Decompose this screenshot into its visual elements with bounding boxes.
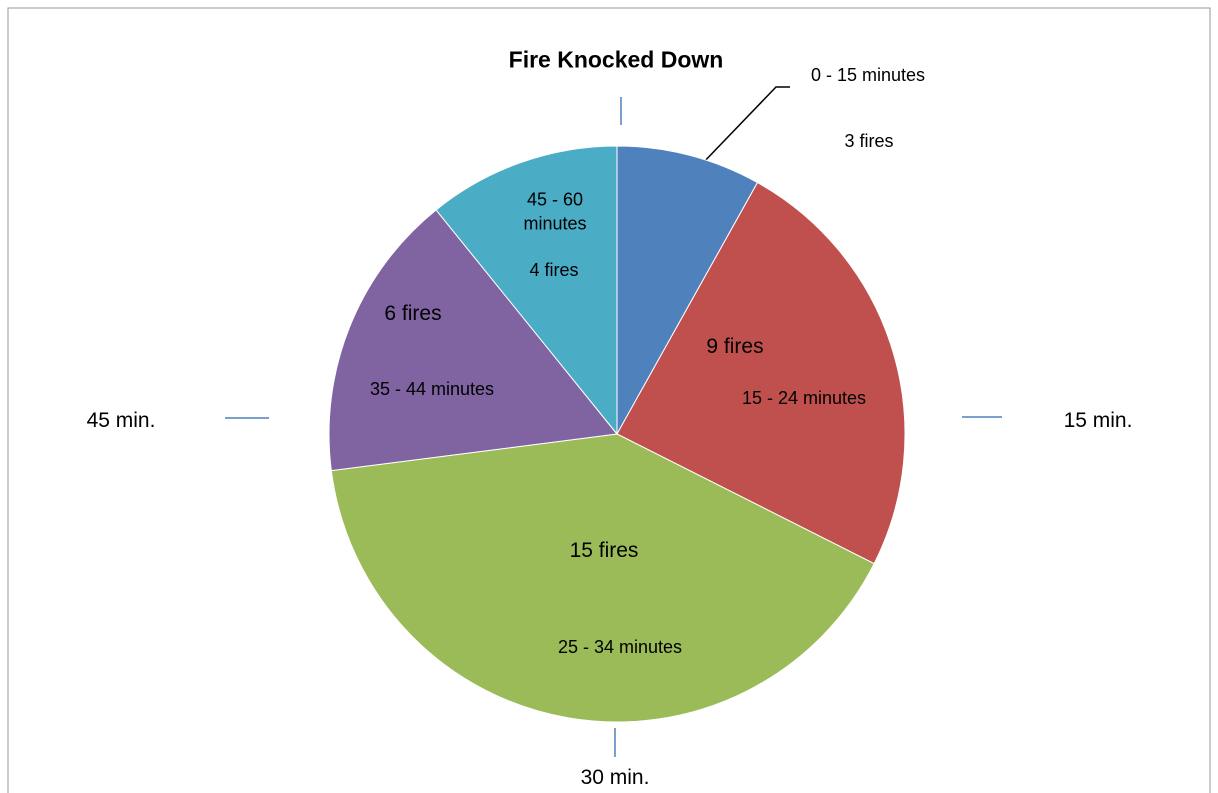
value-label: 9 fires bbox=[706, 334, 764, 358]
value-label: 15 fires bbox=[569, 538, 639, 562]
pie-slice bbox=[435, 145, 618, 436]
clock-annotation: 15 min. bbox=[1063, 408, 1133, 432]
pie-slice bbox=[616, 145, 759, 436]
pie-slice bbox=[616, 181, 906, 565]
leader-line bbox=[699, 86, 790, 167]
value-label: 6 fires bbox=[384, 301, 442, 325]
category-label: 35 - 44 minutes bbox=[369, 378, 495, 399]
category-label: 15 - 24 minutes bbox=[741, 387, 867, 408]
category-label: 45 - 60 minutes bbox=[523, 189, 587, 234]
chart-title: Fire Knocked Down bbox=[508, 46, 724, 73]
value-label: 3 fires bbox=[844, 130, 894, 151]
clock-annotation: 45 min. bbox=[86, 408, 156, 432]
pie-slice bbox=[328, 209, 618, 472]
category-label: 25 - 34 minutes bbox=[557, 636, 683, 657]
clock-annotation: 30 min. bbox=[580, 765, 650, 789]
chart-frame bbox=[7, 7, 1211, 793]
pie-slice bbox=[330, 433, 875, 723]
value-label: 4 fires bbox=[529, 259, 579, 280]
category-label: 0 - 15 minutes bbox=[810, 64, 926, 85]
